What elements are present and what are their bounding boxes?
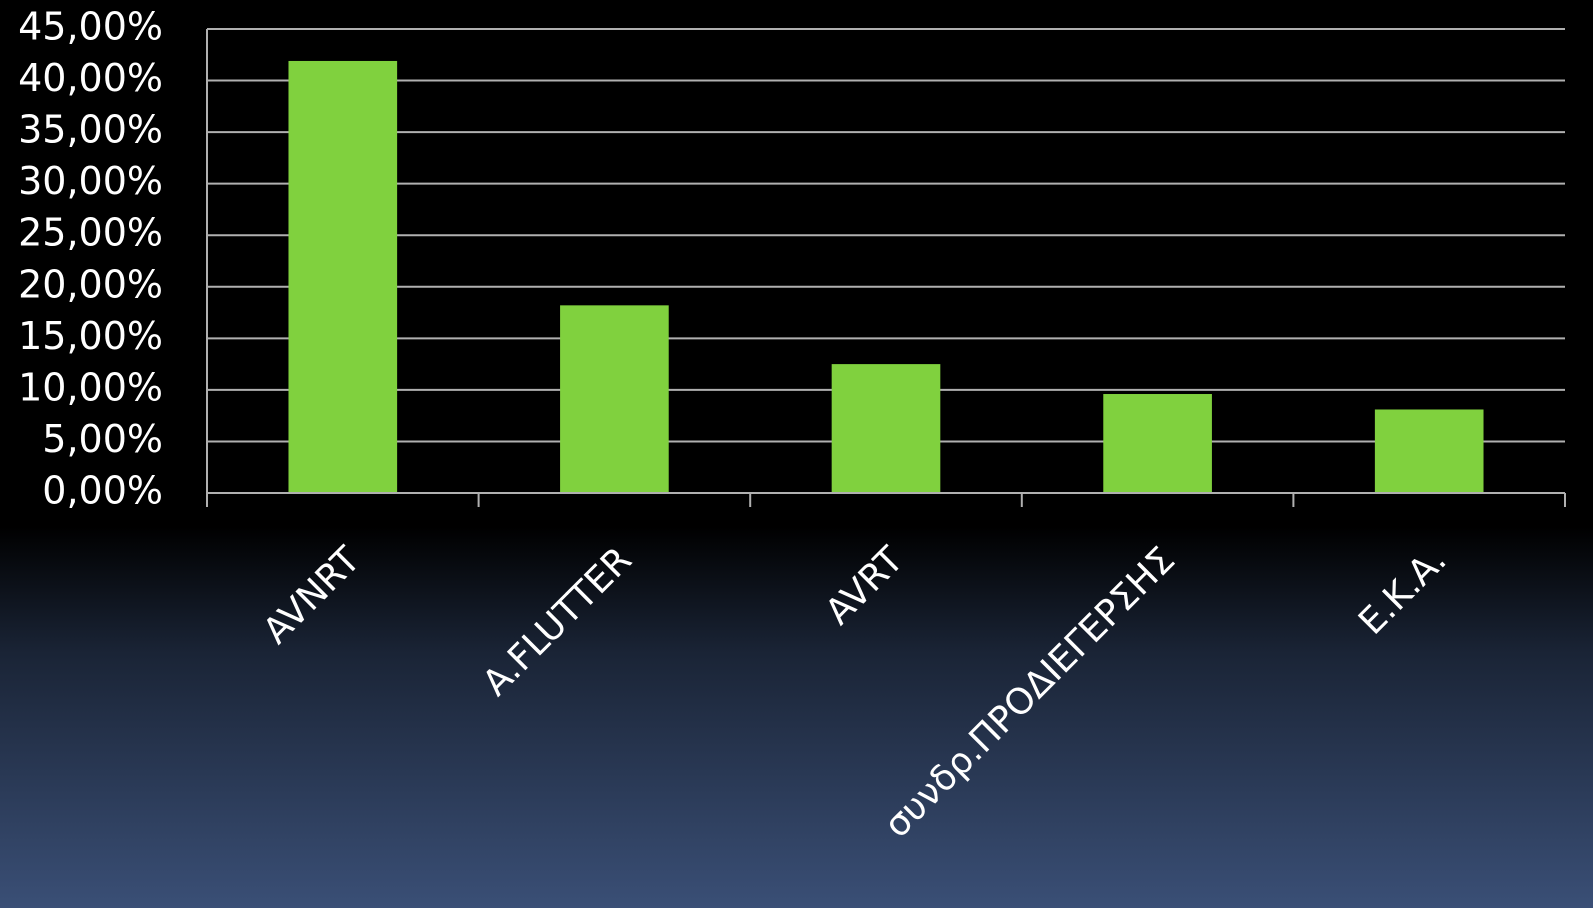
x-tick-label: AVNRT: [256, 539, 369, 652]
y-tick-label: 15,00%: [18, 314, 163, 358]
x-tick-label: συνδρ.ΠΡΟΔΙΕΓΕΡΣΗΣ: [877, 539, 1183, 845]
bar: [560, 305, 669, 493]
y-tick-label: 45,00%: [18, 5, 163, 49]
y-tick-label: 35,00%: [18, 108, 163, 152]
y-tick-label: 20,00%: [18, 262, 163, 306]
y-tick-label: 0,00%: [42, 469, 163, 513]
y-tick-label: 25,00%: [18, 211, 163, 255]
bar: [1103, 394, 1212, 493]
bar: [288, 60, 398, 493]
bar: [831, 364, 941, 493]
y-tick-label: 10,00%: [18, 365, 163, 409]
x-tick-label: Ε.Κ.Α.: [1351, 539, 1454, 642]
y-tick-label: 5,00%: [42, 417, 163, 461]
x-tick-label: AVRT: [818, 539, 912, 633]
bar: [1374, 409, 1484, 493]
y-tick-label: 30,00%: [18, 159, 163, 203]
x-tick-label: A.FLUTTER: [475, 539, 640, 704]
y-tick-label: 40,00%: [18, 56, 163, 100]
